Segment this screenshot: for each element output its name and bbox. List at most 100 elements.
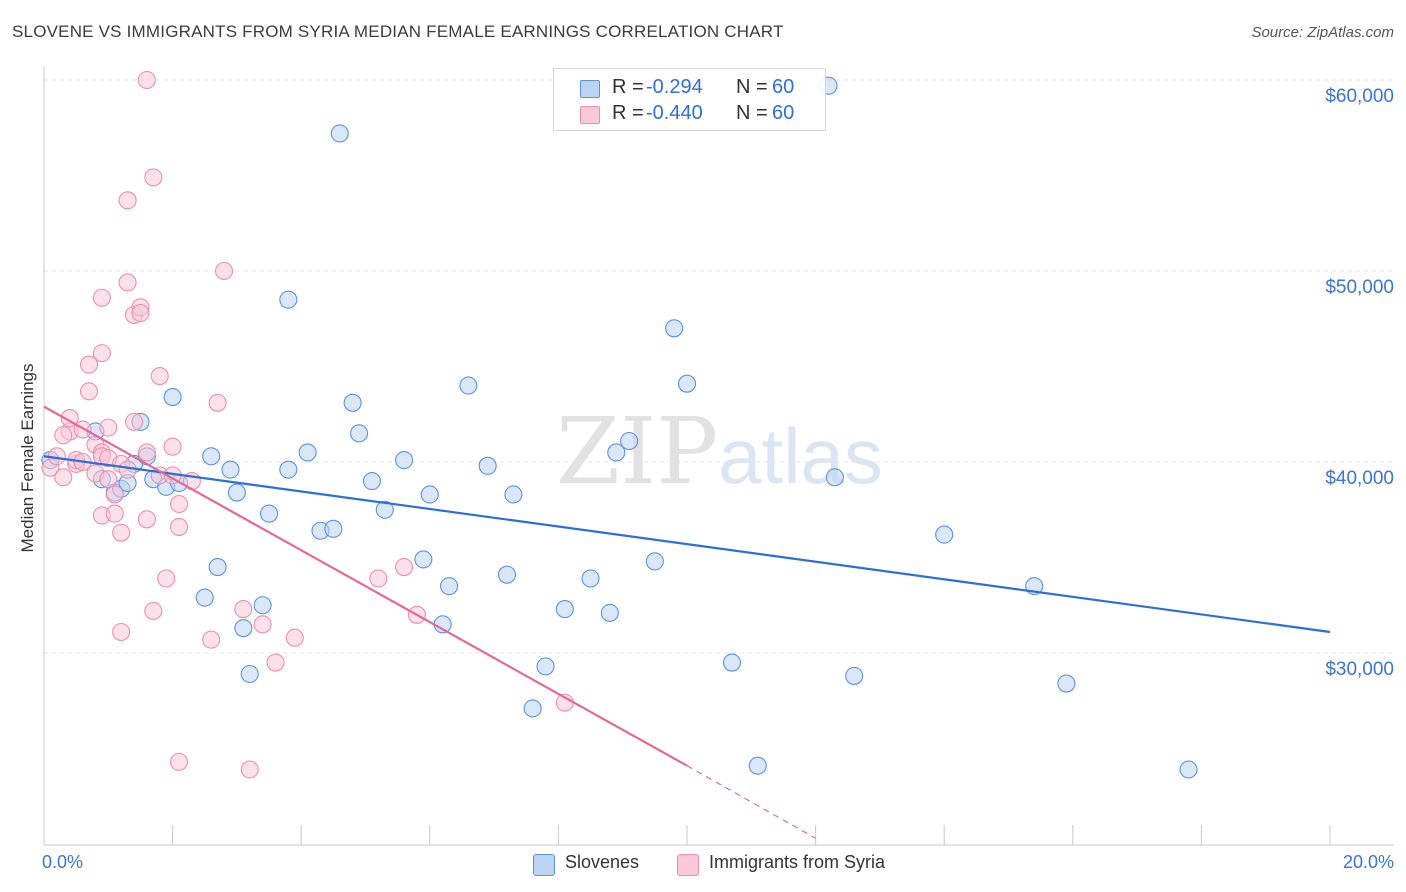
data-point	[722, 653, 742, 672]
data-point	[54, 468, 73, 487]
legend-label: Immigrants from Syria	[709, 852, 886, 872]
data-point	[253, 615, 272, 634]
y-tick-label: $50,000	[1325, 277, 1394, 298]
data-point	[845, 666, 864, 685]
r-value: -0.440	[646, 102, 703, 124]
data-point	[497, 565, 517, 584]
data-point	[137, 510, 156, 529]
legend-label: Slovenes	[565, 852, 640, 872]
data-point	[214, 261, 234, 281]
data-point	[279, 460, 298, 479]
data-point	[375, 500, 394, 519]
data-point	[1179, 760, 1198, 779]
data-point	[79, 355, 99, 374]
data-point	[105, 504, 124, 523]
trend-line-extension	[686, 765, 816, 839]
data-point	[99, 470, 118, 489]
data-point	[169, 752, 189, 771]
data-point	[92, 344, 111, 363]
data-point	[195, 588, 214, 607]
data-point	[259, 504, 279, 523]
data-point	[208, 393, 227, 412]
data-point	[137, 70, 156, 90]
data-point	[600, 603, 619, 622]
r-label: R =	[612, 102, 644, 124]
y-tick-label: $40,000	[1325, 468, 1394, 489]
data-point	[240, 760, 259, 779]
data-point	[581, 569, 600, 588]
data-point	[105, 485, 124, 504]
data-point	[118, 460, 137, 479]
data-point	[555, 600, 574, 619]
data-point	[369, 569, 388, 588]
y-tick-label: $30,000	[1325, 659, 1394, 680]
data-point	[665, 319, 684, 338]
data-point	[504, 485, 523, 504]
y-tick-label: $60,000	[1325, 86, 1394, 107]
y-axis-label: Median Female Earnings	[18, 363, 37, 553]
data-point	[440, 577, 459, 596]
data-point	[202, 447, 221, 466]
data-point	[414, 550, 433, 569]
data-point	[144, 168, 163, 187]
data-point	[478, 456, 497, 475]
r-value: -0.294	[646, 76, 703, 98]
data-point	[362, 472, 381, 491]
data-point	[202, 630, 221, 649]
data-point	[137, 443, 156, 462]
trend-line	[43, 405, 688, 767]
data-point	[298, 443, 317, 462]
data-point	[279, 290, 298, 309]
x-axis-min-label: 0.0%	[42, 852, 84, 872]
data-point	[607, 443, 626, 462]
trend-line	[43, 455, 1331, 634]
data-point	[92, 288, 111, 307]
data-point	[144, 601, 163, 621]
data-point	[285, 628, 304, 647]
data-point	[54, 426, 73, 445]
data-point	[79, 382, 99, 401]
chart-source: Source: ZipAtlas.com	[1251, 24, 1394, 41]
n-label: N =	[736, 102, 768, 124]
data-point	[935, 525, 954, 544]
data-point	[234, 600, 253, 619]
data-point	[748, 756, 767, 775]
correlation-legend: R = -0.294 N = 60 R = -0.440 N = 60	[553, 68, 826, 131]
data-point	[420, 485, 439, 504]
data-point	[677, 374, 697, 393]
data-point	[150, 366, 169, 386]
data-point	[825, 468, 844, 487]
data-point	[350, 424, 369, 443]
data-point	[459, 376, 478, 395]
data-point	[523, 699, 542, 718]
data-point	[157, 569, 176, 588]
data-point	[395, 451, 414, 470]
data-point	[536, 657, 555, 676]
data-point	[208, 557, 227, 577]
watermark-atlas: atlas	[718, 412, 883, 500]
data-point	[240, 664, 259, 684]
n-label: N =	[736, 76, 768, 98]
data-point	[1057, 674, 1076, 693]
data-point	[118, 191, 137, 210]
data-point	[112, 622, 131, 642]
legend-swatch-blue	[580, 80, 600, 98]
watermark-zip: ZIP	[556, 398, 719, 505]
data-point	[131, 303, 150, 323]
r-label: R =	[612, 76, 644, 98]
watermark: ZIPatlas	[556, 398, 883, 505]
data-point	[343, 393, 362, 412]
data-point	[324, 519, 343, 538]
data-point	[395, 557, 414, 577]
data-point	[163, 388, 182, 407]
data-point	[99, 418, 118, 437]
data-point	[221, 460, 240, 479]
legend-swatch-pink	[677, 854, 699, 876]
data-point	[169, 494, 189, 514]
legend-swatch-pink	[580, 106, 600, 124]
legend-swatch-blue	[533, 854, 555, 876]
data-point	[253, 596, 272, 615]
data-point	[266, 653, 285, 672]
n-value: 60	[772, 102, 795, 124]
